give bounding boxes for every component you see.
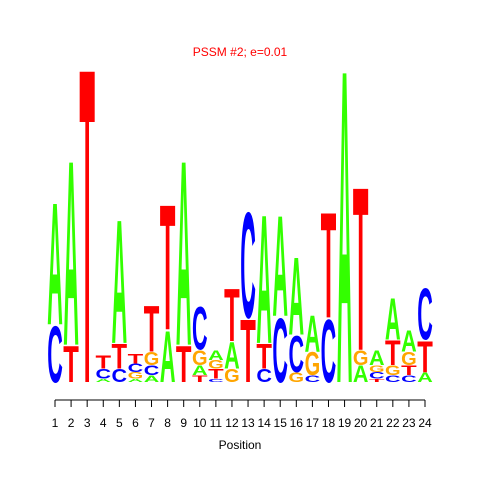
x-tick-label: 4	[100, 416, 107, 430]
logo-letter: T	[128, 351, 144, 367]
logo-letter: C	[272, 299, 288, 402]
logo-letter: G	[385, 362, 401, 378]
logo-letter: C	[47, 311, 63, 400]
logo-letter: G	[401, 349, 417, 370]
logo-letter: T	[95, 352, 111, 373]
logo-letter: A	[256, 176, 272, 382]
x-tick-label: 9	[180, 416, 187, 430]
logo-letter: G	[192, 346, 208, 370]
logo-letter: G	[144, 349, 160, 370]
logo-letter: C	[417, 274, 433, 355]
x-tick-label: 21	[370, 416, 384, 430]
logo-letter: A	[224, 334, 240, 377]
logo-letter: G	[369, 364, 385, 374]
logo-letter: C	[240, 180, 256, 349]
logo-letter: A	[401, 324, 417, 359]
logo-letter: C	[305, 373, 321, 384]
logo-letter: C	[385, 373, 401, 384]
logo-letter: T	[224, 273, 240, 357]
x-tick-label: 18	[322, 416, 336, 430]
x-tick-label: 24	[418, 416, 432, 430]
logo-letter: C	[112, 366, 128, 386]
logo-letter: G	[128, 371, 144, 381]
logo-letter: T	[401, 363, 417, 379]
x-tick-label: 19	[338, 416, 352, 430]
x-tick-label: 17	[306, 416, 320, 430]
logo-letter: T	[160, 168, 176, 368]
logo-letter: C	[256, 366, 272, 386]
logo-letter: G	[224, 366, 240, 387]
logo-letter: T	[79, 0, 95, 478]
logo-letter: A	[305, 306, 321, 363]
x-tick-label: 20	[354, 416, 368, 430]
logo-letter: A	[353, 361, 369, 387]
x-tick-label: 22	[386, 416, 400, 430]
logo-letter: A	[337, 0, 353, 478]
logo-letter: A	[128, 378, 144, 383]
logo-letter: A	[208, 347, 224, 363]
logo-letter: A	[47, 167, 63, 362]
logo-letter: T	[176, 335, 192, 393]
x-tick-label: 12	[225, 416, 239, 430]
x-tick-label: 3	[84, 416, 91, 430]
logo-letter: A	[369, 346, 385, 370]
logo-letter: A	[192, 362, 208, 378]
logo-letter: C	[144, 362, 160, 378]
x-tick-label: 16	[290, 416, 304, 430]
x-tick-label: 8	[164, 416, 171, 430]
logo-letter: G	[353, 346, 369, 370]
logo-letter: T	[144, 292, 160, 366]
logo-letter: A	[95, 378, 111, 383]
logo-letter: G	[305, 345, 321, 382]
logo-letter: A	[289, 234, 305, 358]
x-tick-label: 1	[52, 416, 59, 430]
logo-letter: C	[95, 365, 111, 381]
logo-letter: C	[321, 301, 337, 401]
x-tick-label: 10	[193, 416, 207, 430]
logo-letter: C	[192, 294, 208, 363]
x-tick-label: 7	[148, 416, 155, 430]
x-axis-label: Position	[219, 438, 262, 452]
logo-letter: A	[272, 186, 288, 347]
logo-letter: A	[176, 105, 192, 401]
logo-letter: T	[353, 139, 369, 400]
logo-letter: C	[128, 361, 144, 375]
x-tick-label: 15	[274, 416, 288, 430]
logo-letter: T	[385, 333, 401, 373]
logo-letter: A	[144, 373, 160, 384]
logo-letter: A	[63, 105, 79, 401]
logo-letter: A	[160, 317, 176, 398]
logo-letter: T	[321, 181, 337, 350]
x-tick-label: 23	[402, 416, 416, 430]
logo-letter: T	[63, 335, 79, 393]
x-tick-label: 13	[241, 416, 255, 430]
logo-letter: C	[289, 326, 305, 383]
logo-letter: G	[289, 369, 305, 385]
logo-letter: G	[208, 358, 224, 371]
logo-letter: T	[192, 374, 208, 384]
x-tick-label: 2	[68, 416, 75, 430]
logo-letter: T	[369, 378, 385, 383]
chart-title: PSSM #2; e=0.01	[193, 45, 288, 59]
logo-letter: T	[112, 336, 128, 376]
logo-letter: C	[401, 373, 417, 384]
logo-letter: A	[112, 183, 128, 381]
logo-letter: T	[240, 300, 256, 401]
x-tick-label: 5	[116, 416, 123, 430]
logo-letter: C	[369, 370, 385, 381]
logo-letter: C	[208, 378, 224, 383]
logo-letter: T	[208, 366, 224, 382]
logo-letter: A	[417, 369, 433, 385]
logo-letter: T	[417, 331, 433, 381]
x-tick-label: 11	[210, 416, 223, 430]
logo-letter: T	[256, 336, 272, 376]
x-tick-label: 14	[257, 416, 271, 430]
logo-letter: A	[385, 288, 401, 353]
x-tick-label: 6	[132, 416, 139, 430]
